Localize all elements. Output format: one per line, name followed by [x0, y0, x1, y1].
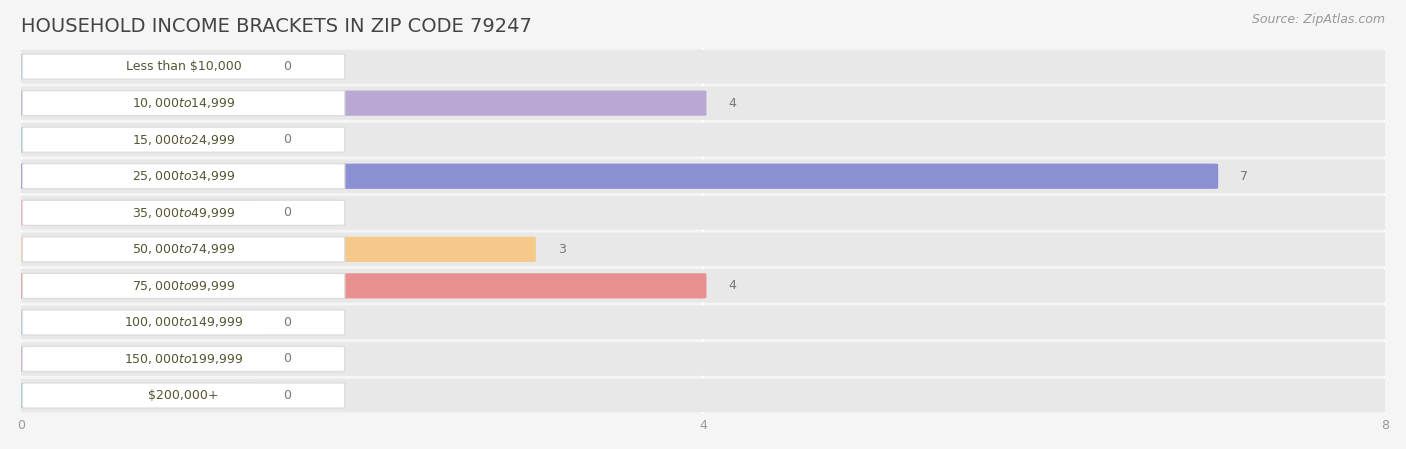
Text: 7: 7: [1240, 170, 1249, 183]
FancyBboxPatch shape: [17, 50, 1389, 84]
Text: $10,000 to $14,999: $10,000 to $14,999: [132, 96, 235, 110]
FancyBboxPatch shape: [17, 163, 1218, 189]
FancyBboxPatch shape: [17, 200, 260, 225]
FancyBboxPatch shape: [17, 306, 1389, 339]
FancyBboxPatch shape: [22, 237, 344, 262]
Text: 0: 0: [283, 133, 291, 146]
Text: 4: 4: [728, 279, 737, 292]
FancyBboxPatch shape: [22, 91, 344, 116]
Text: HOUSEHOLD INCOME BRACKETS IN ZIP CODE 79247: HOUSEHOLD INCOME BRACKETS IN ZIP CODE 79…: [21, 17, 531, 35]
FancyBboxPatch shape: [22, 346, 344, 372]
FancyBboxPatch shape: [17, 127, 260, 152]
FancyBboxPatch shape: [22, 54, 344, 79]
FancyBboxPatch shape: [17, 346, 260, 372]
FancyBboxPatch shape: [22, 127, 344, 152]
Text: 0: 0: [283, 389, 291, 402]
Text: 0: 0: [283, 316, 291, 329]
FancyBboxPatch shape: [17, 91, 706, 116]
Text: 0: 0: [283, 352, 291, 365]
FancyBboxPatch shape: [17, 237, 536, 262]
Text: 0: 0: [283, 60, 291, 73]
FancyBboxPatch shape: [22, 273, 344, 299]
FancyBboxPatch shape: [22, 200, 344, 225]
Text: $100,000 to $149,999: $100,000 to $149,999: [124, 315, 243, 330]
Text: $50,000 to $74,999: $50,000 to $74,999: [132, 242, 235, 256]
FancyBboxPatch shape: [22, 383, 344, 408]
FancyBboxPatch shape: [22, 163, 344, 189]
Text: $200,000+: $200,000+: [148, 389, 219, 402]
Text: $150,000 to $199,999: $150,000 to $199,999: [124, 352, 243, 366]
FancyBboxPatch shape: [17, 273, 706, 299]
Text: $25,000 to $34,999: $25,000 to $34,999: [132, 169, 235, 183]
Text: 4: 4: [728, 97, 737, 110]
FancyBboxPatch shape: [17, 86, 1389, 120]
Text: Source: ZipAtlas.com: Source: ZipAtlas.com: [1251, 13, 1385, 26]
FancyBboxPatch shape: [17, 159, 1389, 193]
Text: Less than $10,000: Less than $10,000: [125, 60, 242, 73]
Text: 0: 0: [283, 206, 291, 219]
Text: $35,000 to $49,999: $35,000 to $49,999: [132, 206, 235, 220]
FancyBboxPatch shape: [17, 379, 1389, 412]
FancyBboxPatch shape: [17, 383, 260, 408]
FancyBboxPatch shape: [17, 269, 1389, 303]
Text: $15,000 to $24,999: $15,000 to $24,999: [132, 133, 235, 147]
FancyBboxPatch shape: [17, 233, 1389, 266]
FancyBboxPatch shape: [22, 310, 344, 335]
FancyBboxPatch shape: [17, 310, 260, 335]
Text: 3: 3: [558, 243, 565, 256]
FancyBboxPatch shape: [17, 342, 1389, 376]
FancyBboxPatch shape: [17, 123, 1389, 157]
Text: $75,000 to $99,999: $75,000 to $99,999: [132, 279, 235, 293]
FancyBboxPatch shape: [17, 54, 260, 79]
FancyBboxPatch shape: [17, 196, 1389, 229]
